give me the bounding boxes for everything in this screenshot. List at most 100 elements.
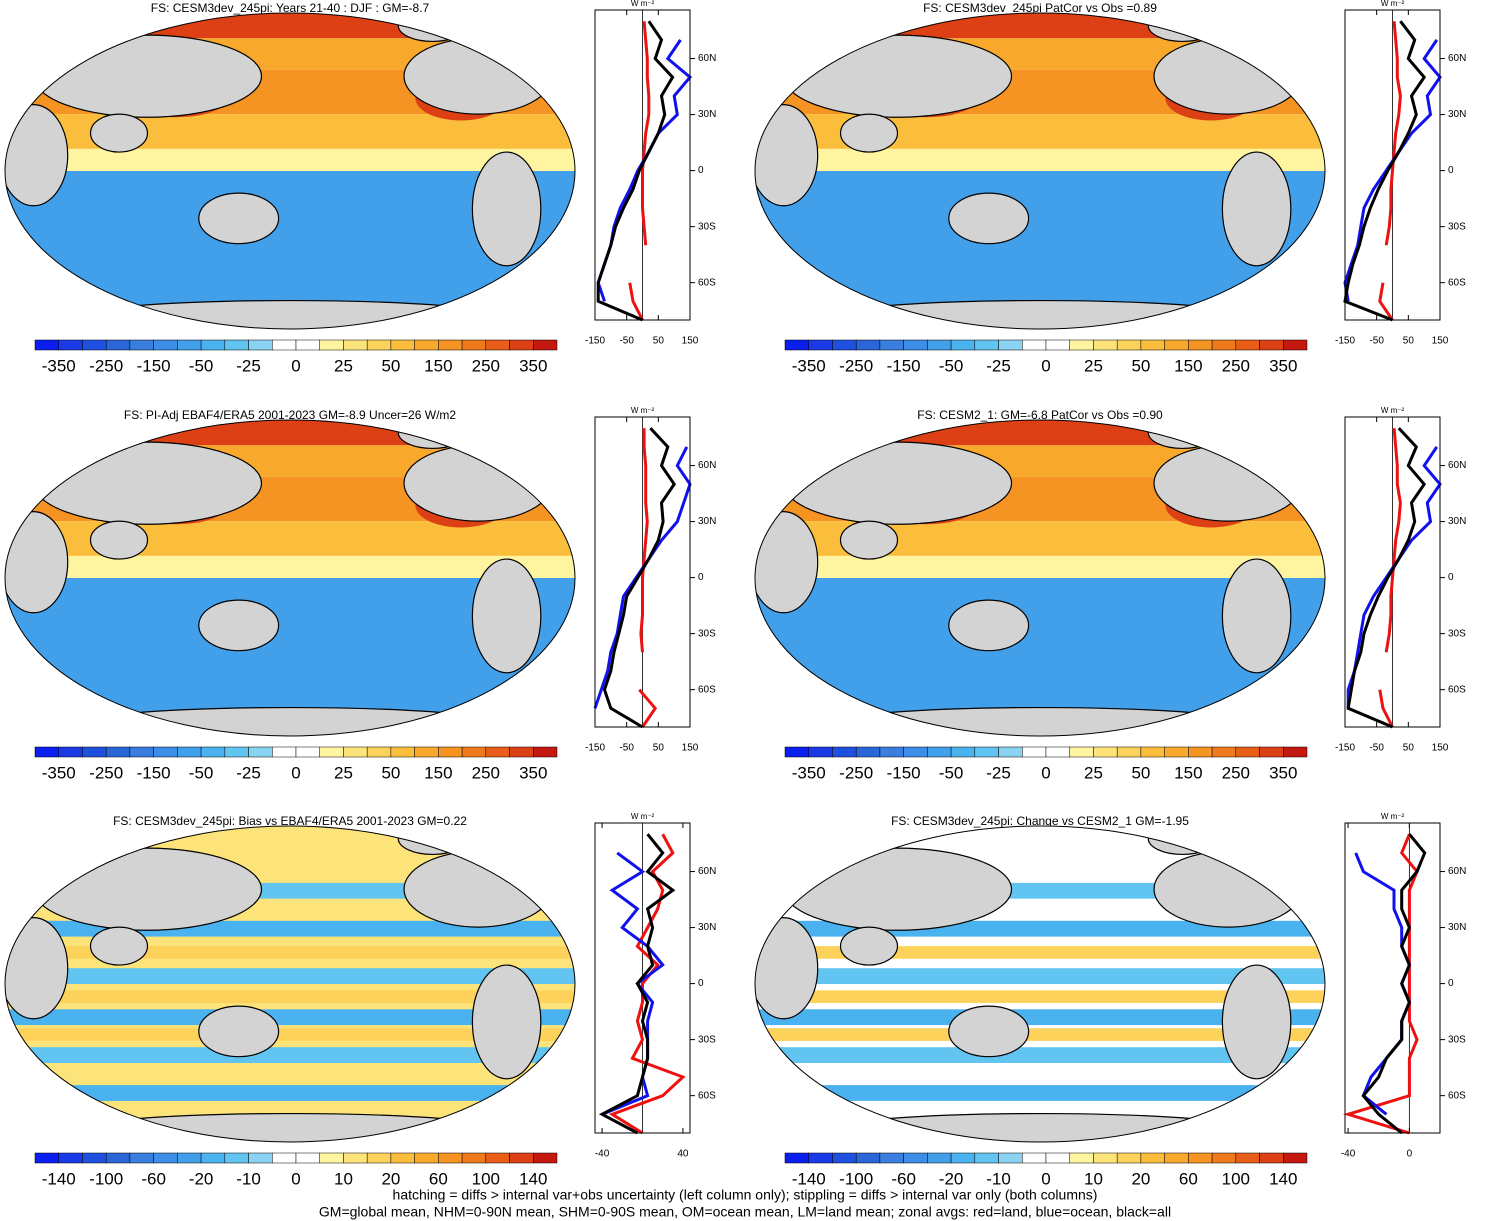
colorbar-swatch <box>808 1152 833 1164</box>
x-tick-label: 40 <box>677 1149 689 1160</box>
colorbar-swatch <box>82 1152 107 1164</box>
land <box>5 511 69 614</box>
y-tick-label: 60N <box>1448 866 1466 877</box>
map-shade <box>755 1047 1325 1063</box>
colorbar-swatch <box>272 1152 297 1164</box>
colorbar-swatch <box>129 1152 154 1164</box>
map-shade <box>5 148 575 171</box>
map-border <box>754 12 1326 330</box>
colorbar-label: 60 <box>1179 1169 1198 1188</box>
colorbar-swatch <box>319 339 344 351</box>
colorbar-swatch <box>1164 339 1189 351</box>
y-tick-label: 30N <box>698 109 716 120</box>
y-tick-label: 30S <box>698 221 716 232</box>
plot-frame <box>1344 822 1441 1134</box>
colorbar-swatch <box>58 1152 83 1164</box>
colorbar-swatch <box>153 746 178 758</box>
x-tick-label: -50 <box>1369 743 1384 754</box>
colorbar-label: 25 <box>1084 763 1103 782</box>
zonal-line <box>1346 446 1442 709</box>
colorbar-label: 350 <box>1269 356 1297 375</box>
map-shade <box>755 420 1325 446</box>
map-shade <box>755 555 1325 578</box>
land <box>1153 850 1303 928</box>
map-shade <box>5 1028 575 1041</box>
colorbar-swatch <box>224 746 249 758</box>
colorbar-swatch <box>1022 1152 1047 1164</box>
land <box>948 192 1030 245</box>
footer-note: hatching = diffs > internal var+obs unce… <box>393 1187 1098 1203</box>
colorbar-swatch <box>58 339 83 351</box>
colorbar-swatch <box>1211 339 1237 351</box>
colorbar-swatch <box>1140 746 1165 758</box>
colorbar-label: -50 <box>189 763 214 782</box>
plot-frame <box>1344 9 1441 321</box>
colorbar-swatch <box>1093 1152 1118 1164</box>
y-tick-label: 0 <box>1448 572 1454 583</box>
colorbar-swatch <box>366 746 392 758</box>
colorbar-swatch <box>903 339 928 351</box>
colorbar-swatch <box>879 339 904 351</box>
map-title: FS: CESM2_1: GM=-6.8 PatCor vs Obs =0.90 <box>917 408 1163 422</box>
colorbar-label: 250 <box>472 356 500 375</box>
map <box>755 13 1325 329</box>
colorbar-swatch <box>390 339 415 351</box>
colorbar-swatch <box>1235 1152 1260 1164</box>
x-tick-label: 150 <box>682 743 699 754</box>
y-tick-label: 30S <box>1448 1034 1466 1045</box>
colorbar-swatch <box>509 1152 534 1164</box>
land <box>1153 37 1303 115</box>
colorbar-swatch <box>319 746 344 758</box>
colorbar-label: -150 <box>137 356 171 375</box>
colorbar-label: -50 <box>939 763 964 782</box>
colorbar-swatch <box>879 1152 904 1164</box>
land <box>839 520 899 560</box>
land <box>471 558 542 674</box>
colorbar-swatch <box>509 339 534 351</box>
colorbar-swatch <box>1140 339 1165 351</box>
land <box>89 926 149 966</box>
y-tick-label: 60S <box>1448 684 1466 695</box>
colorbar-swatch <box>82 339 107 351</box>
colorbar-swatch <box>295 339 320 351</box>
x-tick-label: 150 <box>1432 336 1449 347</box>
colorbar-swatch <box>295 1152 320 1164</box>
colorbar-swatch <box>974 339 999 351</box>
colorbar-swatch <box>485 746 510 758</box>
map-border <box>754 419 1326 737</box>
colorbar-swatch <box>461 339 487 351</box>
colorbar-label: -250 <box>839 763 873 782</box>
x-tick-label: 50 <box>653 336 665 347</box>
colorbar-swatch <box>129 746 154 758</box>
y-tick-label: 30N <box>1448 516 1466 527</box>
land <box>782 847 1013 931</box>
colorbar-swatch <box>1116 1152 1142 1164</box>
land <box>403 37 553 115</box>
colorbar-label: 50 <box>381 356 400 375</box>
colorbar-swatch <box>414 339 439 351</box>
land <box>32 847 263 931</box>
colorbar-swatch <box>927 1152 952 1164</box>
colorbar-swatch <box>784 746 809 758</box>
colorbar-swatch <box>390 1152 415 1164</box>
colorbar-swatch <box>200 746 226 758</box>
colorbar-swatch <box>343 746 368 758</box>
colorbar-swatch <box>272 746 297 758</box>
colorbar-label: -250 <box>89 356 123 375</box>
colorbar-label: -140 <box>792 1169 826 1188</box>
zonal-line <box>638 428 658 728</box>
colorbar-swatch <box>950 339 976 351</box>
y-tick-label: 30N <box>1448 109 1466 120</box>
colorbar-swatch <box>177 746 202 758</box>
map-shade <box>755 148 1325 171</box>
colorbar-swatch <box>509 746 534 758</box>
colorbar-label: 100 <box>1222 1169 1250 1188</box>
land <box>471 151 542 267</box>
colorbar-swatch <box>224 339 249 351</box>
colorbar-swatch <box>533 339 558 351</box>
land <box>198 1005 280 1058</box>
colorbar-label: -350 <box>792 356 826 375</box>
colorbar-swatch <box>390 746 415 758</box>
colorbar-swatch <box>1164 746 1189 758</box>
